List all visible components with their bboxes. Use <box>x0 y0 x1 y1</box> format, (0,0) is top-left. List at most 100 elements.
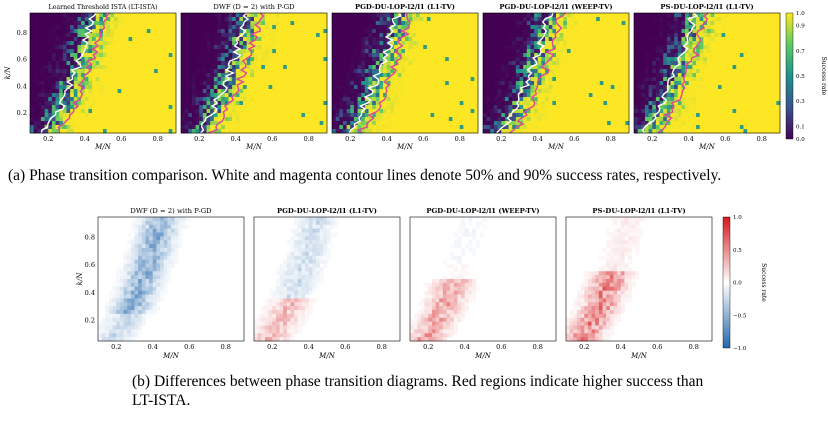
heat-cell <box>483 125 488 130</box>
heat-cell <box>497 101 502 106</box>
heat-cell <box>297 33 302 38</box>
heat-cell <box>452 89 457 94</box>
heat-cell <box>124 17 129 22</box>
heat-cell <box>610 89 615 94</box>
heat-cell <box>121 53 126 58</box>
heat-cell <box>570 125 575 130</box>
heat-cell <box>199 117 204 122</box>
heat-cell <box>224 101 229 106</box>
heat-cell <box>486 17 491 22</box>
heat-cell <box>483 53 488 58</box>
heat-cell <box>412 17 417 22</box>
heat-cell <box>390 57 395 62</box>
heat-cell <box>92 77 97 82</box>
heat-cell <box>408 105 413 110</box>
heat-cell <box>634 117 639 122</box>
heat-cell <box>346 13 351 18</box>
heat-cell <box>283 25 288 30</box>
heat-cell <box>470 113 475 118</box>
heat-cell <box>202 101 207 106</box>
heat-cell <box>77 37 82 42</box>
heat-cell <box>228 85 233 90</box>
heat-cell <box>437 121 442 126</box>
heat-cell <box>423 49 428 54</box>
heat-cell <box>294 93 299 98</box>
heat-cell <box>213 25 218 30</box>
heat-cell <box>585 73 590 78</box>
heat-cell <box>312 73 317 78</box>
heat-cell <box>448 125 453 130</box>
heat-cell <box>172 105 177 110</box>
heat-cell <box>323 53 328 58</box>
heat-cell <box>168 37 173 42</box>
heat-cell <box>563 61 568 66</box>
heat-cell <box>379 45 384 50</box>
heat-cell <box>246 65 251 70</box>
heat-cell <box>113 21 118 26</box>
heat-cell <box>37 57 42 62</box>
heat-cell <box>272 93 277 98</box>
heat-cell <box>279 33 284 38</box>
heat-cell <box>585 89 590 94</box>
heat-cell <box>143 57 148 62</box>
heat-cell <box>534 33 539 38</box>
heat-cell <box>199 49 204 54</box>
heat-cell <box>577 73 582 78</box>
heat-cell <box>603 81 608 86</box>
heat-cell <box>456 17 461 22</box>
heat-cell <box>290 49 295 54</box>
heat-cell <box>257 125 262 130</box>
heat-cell <box>150 97 155 102</box>
heat-cell <box>412 93 417 98</box>
heat-cell <box>305 121 310 126</box>
heat-cell <box>375 17 380 22</box>
heat-cell <box>577 45 582 50</box>
heat-cell <box>625 45 630 50</box>
heat-cell <box>504 89 509 94</box>
heat-cell <box>297 53 302 58</box>
heat-cell <box>106 45 111 50</box>
heat-cell <box>401 89 406 94</box>
heat-cell <box>312 85 317 90</box>
heat-cell <box>603 85 608 90</box>
heat-cell <box>92 81 97 86</box>
heat-cell <box>603 105 608 110</box>
heat-cell <box>106 97 111 102</box>
heat-cell <box>581 113 586 118</box>
heat-cell <box>346 129 351 134</box>
heat-cell <box>139 65 144 70</box>
heat-cell <box>441 109 446 114</box>
heat-cell <box>648 125 653 130</box>
heat-cell <box>275 69 280 74</box>
heat-cell <box>372 61 377 66</box>
heat-cell <box>81 121 86 126</box>
heat-cell <box>195 65 200 70</box>
heat-cell <box>641 57 646 62</box>
heat-cell <box>452 37 457 42</box>
heat-cell <box>493 65 498 70</box>
heat-cell <box>607 21 612 26</box>
heat-cell <box>486 13 491 18</box>
heat-cell <box>332 33 337 38</box>
heat-cell <box>515 73 520 78</box>
heat-cell <box>408 117 413 122</box>
heat-cell <box>188 81 193 86</box>
heat-cell <box>139 37 144 42</box>
heat-cell <box>641 81 646 86</box>
heat-cell <box>459 97 464 102</box>
heat-cell <box>610 61 615 66</box>
heat-cell <box>386 81 391 86</box>
heat-cell <box>199 45 204 50</box>
heat-cell <box>217 41 222 46</box>
heat-cell <box>62 129 67 134</box>
heat-cell <box>132 57 137 62</box>
heat-cell <box>181 93 186 98</box>
heat-cell <box>165 101 170 106</box>
heat-cell <box>59 69 64 74</box>
heat-cell <box>577 13 582 18</box>
heat-cell <box>59 53 64 58</box>
heat-cell <box>232 109 237 114</box>
heat-cell <box>33 13 38 18</box>
heat-cell <box>154 61 159 66</box>
heat-cell <box>243 105 248 110</box>
